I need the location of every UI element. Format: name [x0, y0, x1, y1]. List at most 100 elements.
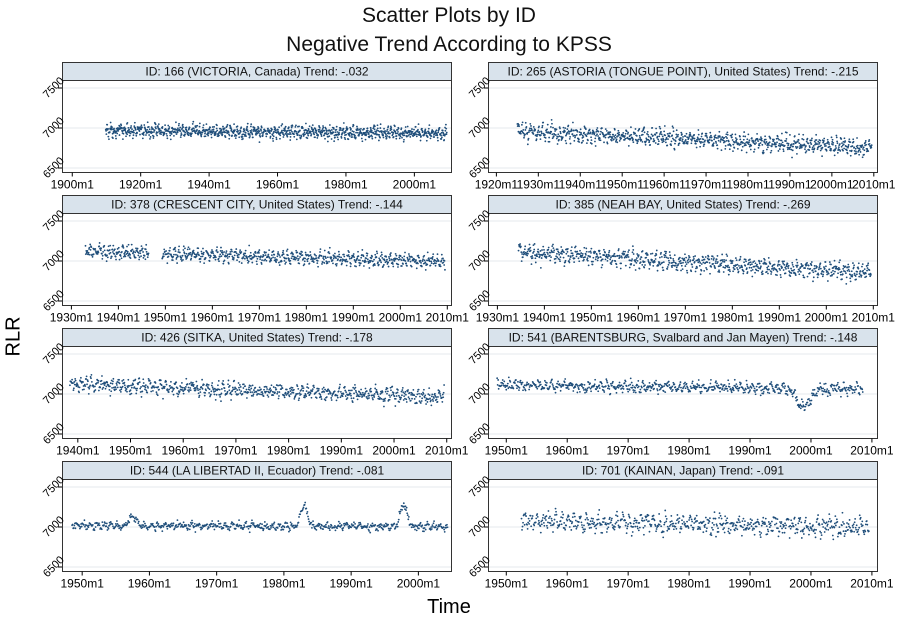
- data-point: [556, 143, 559, 145]
- data-point: [810, 264, 813, 267]
- data-point: [173, 253, 175, 256]
- data-point: [180, 258, 182, 261]
- data-point: [278, 261, 280, 264]
- data-point: [680, 269, 682, 272]
- data-point: [312, 384, 315, 387]
- data-point: [293, 135, 296, 138]
- data-point: [221, 131, 224, 134]
- data-point: [855, 273, 858, 276]
- data-point: [797, 139, 800, 141]
- data-point: [419, 133, 422, 136]
- data-point: [445, 131, 448, 134]
- data-point: [341, 262, 343, 265]
- data-point: [731, 259, 734, 262]
- data-point: [298, 262, 301, 265]
- data-point: [188, 390, 190, 393]
- data-point: [219, 395, 222, 398]
- data-point: [320, 398, 323, 400]
- data-point: [618, 133, 621, 136]
- data-point: [839, 259, 841, 262]
- data-point: [418, 130, 421, 133]
- data-point: [568, 260, 570, 262]
- data-point: [867, 150, 870, 153]
- data-point: [615, 138, 618, 141]
- data-point: [219, 253, 222, 256]
- data-point: [309, 130, 312, 133]
- data-point: [330, 256, 333, 259]
- data-point: [236, 125, 239, 128]
- data-point: [673, 148, 676, 151]
- data-point: [150, 130, 153, 133]
- data-point: [547, 248, 550, 251]
- data-point: [524, 245, 527, 248]
- data-point: [115, 382, 118, 385]
- data-point: [559, 132, 562, 135]
- data-point: [722, 260, 724, 263]
- data-point: [322, 257, 325, 259]
- data-point: [551, 122, 553, 125]
- data-point: [122, 378, 125, 381]
- data-point: [396, 128, 399, 131]
- data-point: [376, 127, 379, 130]
- data-point: [284, 127, 287, 129]
- data-point: [590, 251, 592, 254]
- data-point: [344, 389, 347, 392]
- data-point: [718, 271, 721, 273]
- data-point: [317, 134, 320, 136]
- data-point: [426, 136, 429, 139]
- data-point: [342, 127, 345, 130]
- data-point: [325, 130, 328, 133]
- data-point: [689, 260, 691, 263]
- data-point: [164, 124, 166, 127]
- data-point: [728, 266, 731, 269]
- data-point: [835, 134, 838, 137]
- data-point: [750, 269, 753, 272]
- data-point: [296, 385, 299, 388]
- data-point: [716, 144, 719, 147]
- data-point: [121, 130, 124, 133]
- data-point: [684, 135, 687, 138]
- data-point: [110, 257, 112, 260]
- data-point: [370, 390, 373, 393]
- data-point: [772, 269, 775, 271]
- data-point: [704, 256, 707, 258]
- data-point: [765, 141, 768, 143]
- data-point: [730, 134, 733, 137]
- data-point: [697, 133, 700, 136]
- data-point: [298, 125, 300, 128]
- data-point: [259, 258, 262, 261]
- data-point: [819, 139, 822, 142]
- data-point: [554, 134, 557, 136]
- data-point: [260, 263, 263, 265]
- data-point: [192, 127, 195, 130]
- data-point: [394, 405, 397, 407]
- data-point: [694, 270, 697, 273]
- data-point: [693, 258, 695, 260]
- data-point: [706, 136, 709, 139]
- data-point: [587, 264, 590, 267]
- data-point: [408, 397, 411, 400]
- data-point: [135, 389, 138, 392]
- data-point: [694, 255, 697, 257]
- x-tick-label: 1950m1: [109, 444, 153, 458]
- data-point: [350, 397, 353, 400]
- data-point: [519, 243, 522, 245]
- data-point: [210, 384, 213, 387]
- data-point: [284, 391, 287, 394]
- data-point: [709, 272, 711, 275]
- data-point: [216, 251, 219, 253]
- data-point: [124, 251, 126, 254]
- data-point: [356, 127, 359, 130]
- data-point: [769, 151, 772, 154]
- data-point: [332, 128, 335, 130]
- data-point: [370, 257, 373, 260]
- data-point: [245, 135, 247, 137]
- data-point: [387, 265, 390, 268]
- data-point: [734, 141, 736, 143]
- data-point: [581, 134, 584, 137]
- data-point: [209, 255, 212, 257]
- data-point: [760, 265, 762, 268]
- data-point: [719, 141, 722, 143]
- data-point: [585, 247, 588, 250]
- data-point: [226, 125, 228, 128]
